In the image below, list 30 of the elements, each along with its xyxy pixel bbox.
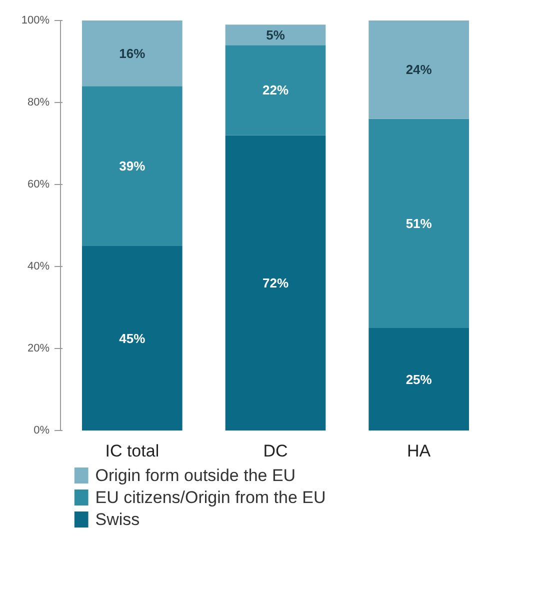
data-label: 22%: [262, 82, 289, 98]
legend-label: Origin form outside the EU: [95, 466, 296, 485]
data-label: 16%: [119, 46, 146, 61]
bar: [225, 45, 326, 136]
data-label: 39%: [119, 158, 146, 174]
data-label: 51%: [406, 216, 432, 231]
y-tick-label: 80%: [27, 96, 50, 108]
legend-label: Swiss: [95, 510, 140, 529]
bar: [82, 86, 182, 246]
data-label: 24%: [406, 62, 432, 78]
y-tick-label: 60%: [27, 178, 50, 190]
data-label: 25%: [406, 372, 432, 387]
legend-label: EU citizens/Origin from the EU: [95, 488, 326, 507]
y-tick-label: 20%: [27, 342, 50, 354]
y-tick-label: 0%: [34, 424, 50, 436]
x-tick-label: IC total: [105, 442, 160, 460]
y-tick-label: 100%: [21, 14, 50, 26]
data-label: 45%: [119, 330, 146, 346]
data-label: 72%: [262, 275, 289, 290]
x-tick-label: HA: [407, 442, 432, 460]
data-label: 5%: [266, 27, 286, 42]
bar: [82, 20, 182, 86]
bar: [225, 135, 326, 430]
bar: [82, 246, 182, 430]
bar: [368, 118, 469, 328]
bar: [225, 24, 326, 46]
bar: [368, 328, 469, 430]
y-tick-label: 40%: [27, 260, 50, 272]
bar: [368, 20, 469, 119]
x-tick-label: DC: [263, 442, 288, 460]
